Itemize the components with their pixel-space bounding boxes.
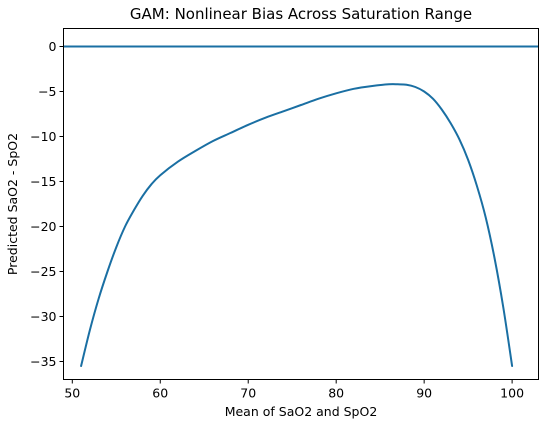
y-tick-label: −5 (38, 84, 56, 99)
chart-title: GAM: Nonlinear Bias Across Saturation Ra… (130, 5, 472, 23)
x-tick-label: 70 (240, 386, 256, 401)
x-tick-label: 100 (500, 386, 524, 401)
x-tick-label: 90 (416, 386, 432, 401)
x-tick-label: 60 (152, 386, 168, 401)
plot-frame (63, 28, 539, 380)
y-tick-label: −15 (30, 174, 56, 189)
y-tick-label: −30 (30, 309, 56, 324)
y-axis-label: Predicted SaO2 - SpO2 (5, 133, 20, 275)
series-line-0 (80, 83, 514, 367)
x-axis-label: Mean of SaO2 and SpO2 (225, 404, 378, 419)
ticks: 50 60 70 80 90 100 0 −5 −10 −15 −20 −25 −30 −35 (30, 39, 524, 401)
y-tick-label: 0 (49, 39, 57, 54)
x-tick-label: 80 (328, 386, 344, 401)
x-tick-label: 50 (64, 386, 80, 401)
y-tick-label: −25 (30, 264, 56, 279)
y-tick-label: −35 (30, 354, 56, 369)
y-tick-label: −20 (30, 219, 56, 234)
y-tick-label: −10 (30, 129, 56, 144)
plot-area (63, 45, 539, 367)
